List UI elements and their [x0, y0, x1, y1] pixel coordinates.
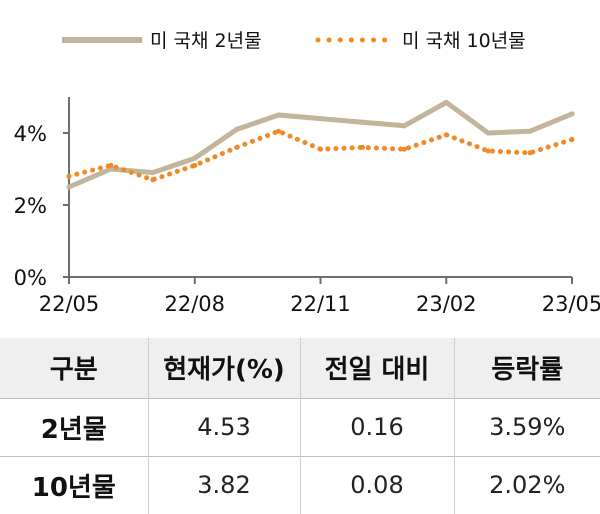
data-point-10y	[192, 162, 198, 168]
data-point-2y	[234, 126, 240, 132]
x-tick-label: 22/05	[39, 292, 100, 316]
table-row: 2년물 4.53 0.16 3.59%	[0, 397, 600, 456]
series-line-2y	[66, 99, 575, 190]
data-point-2y	[359, 119, 365, 125]
data-point-10y	[150, 177, 156, 183]
data-point-2y	[401, 123, 407, 129]
table-header-row: 구분 현재가(%) 전일 대비 등락률	[0, 338, 600, 398]
data-point-10y	[485, 148, 491, 154]
y-tick-label: 4%	[14, 122, 47, 146]
data-point-10y	[276, 128, 282, 134]
chart-axes	[68, 97, 572, 278]
row-label-10y: 10년물	[0, 455, 148, 514]
chart-series	[66, 99, 575, 190]
data-point-2y	[276, 112, 282, 118]
cell-current-price: 3.82	[147, 455, 300, 514]
data-point-10y	[108, 162, 114, 168]
data-point-10y	[443, 132, 449, 138]
data-point-2y	[192, 155, 198, 161]
x-tick-label: 23/02	[416, 292, 477, 316]
yield-chart: 미 국채 2년물 미 국채 10년물 0% 2% 4% 22/05 22/08 22/11…	[14, 30, 600, 316]
legend-label-10y: 미 국채 10년물	[402, 30, 526, 52]
data-point-10y	[569, 136, 575, 142]
data-point-2y	[569, 111, 575, 117]
data-point-10y	[318, 146, 323, 152]
header-change: 전일 대비	[299, 338, 454, 398]
legend-label-2y: 미 국채 2년물	[150, 30, 262, 52]
data-point-10y	[401, 146, 407, 152]
y-tick-label: 0%	[14, 266, 47, 290]
yield-summary-table: 구분 현재가(%) 전일 대비 등락률 2년물 4.53 0.16 3.59% …	[0, 338, 600, 514]
cell-current-price: 4.53	[147, 397, 300, 456]
data-point-2y	[527, 128, 533, 134]
table-row: 10년물 3.82 0.08 2.02%	[0, 455, 600, 514]
legend: 미 국채 2년물 미 국채 10년물	[62, 30, 526, 52]
data-point-2y	[485, 130, 491, 136]
header-category: 구분	[49, 355, 98, 386]
y-tick-label: 2%	[14, 194, 47, 218]
data-point-10y	[66, 173, 72, 179]
data-point-10y	[234, 144, 240, 150]
row-label-2y: 2년물	[0, 397, 148, 456]
cell-change-rate: 3.59%	[453, 397, 600, 456]
data-point-2y	[66, 184, 72, 190]
data-point-2y	[443, 99, 449, 105]
cell-change: 0.16	[299, 397, 454, 456]
header-current-price: 현재가(%)	[147, 338, 300, 398]
x-tick-label: 23/05	[542, 292, 600, 316]
data-point-2y	[318, 116, 323, 122]
cell-change-rate: 2.02%	[453, 455, 600, 514]
x-tick-label: 22/08	[164, 292, 225, 316]
data-point-2y	[108, 166, 114, 172]
chart-ticks: 0% 2% 4% 22/05 22/08 22/11 23/02 23/05	[14, 122, 600, 316]
cell-change: 0.08	[299, 455, 454, 514]
header-change-rate: 등락률	[453, 338, 600, 398]
data-point-10y	[527, 150, 533, 156]
x-tick-label: 22/11	[290, 292, 351, 316]
data-point-2y	[150, 170, 156, 176]
data-point-10y	[359, 144, 365, 150]
